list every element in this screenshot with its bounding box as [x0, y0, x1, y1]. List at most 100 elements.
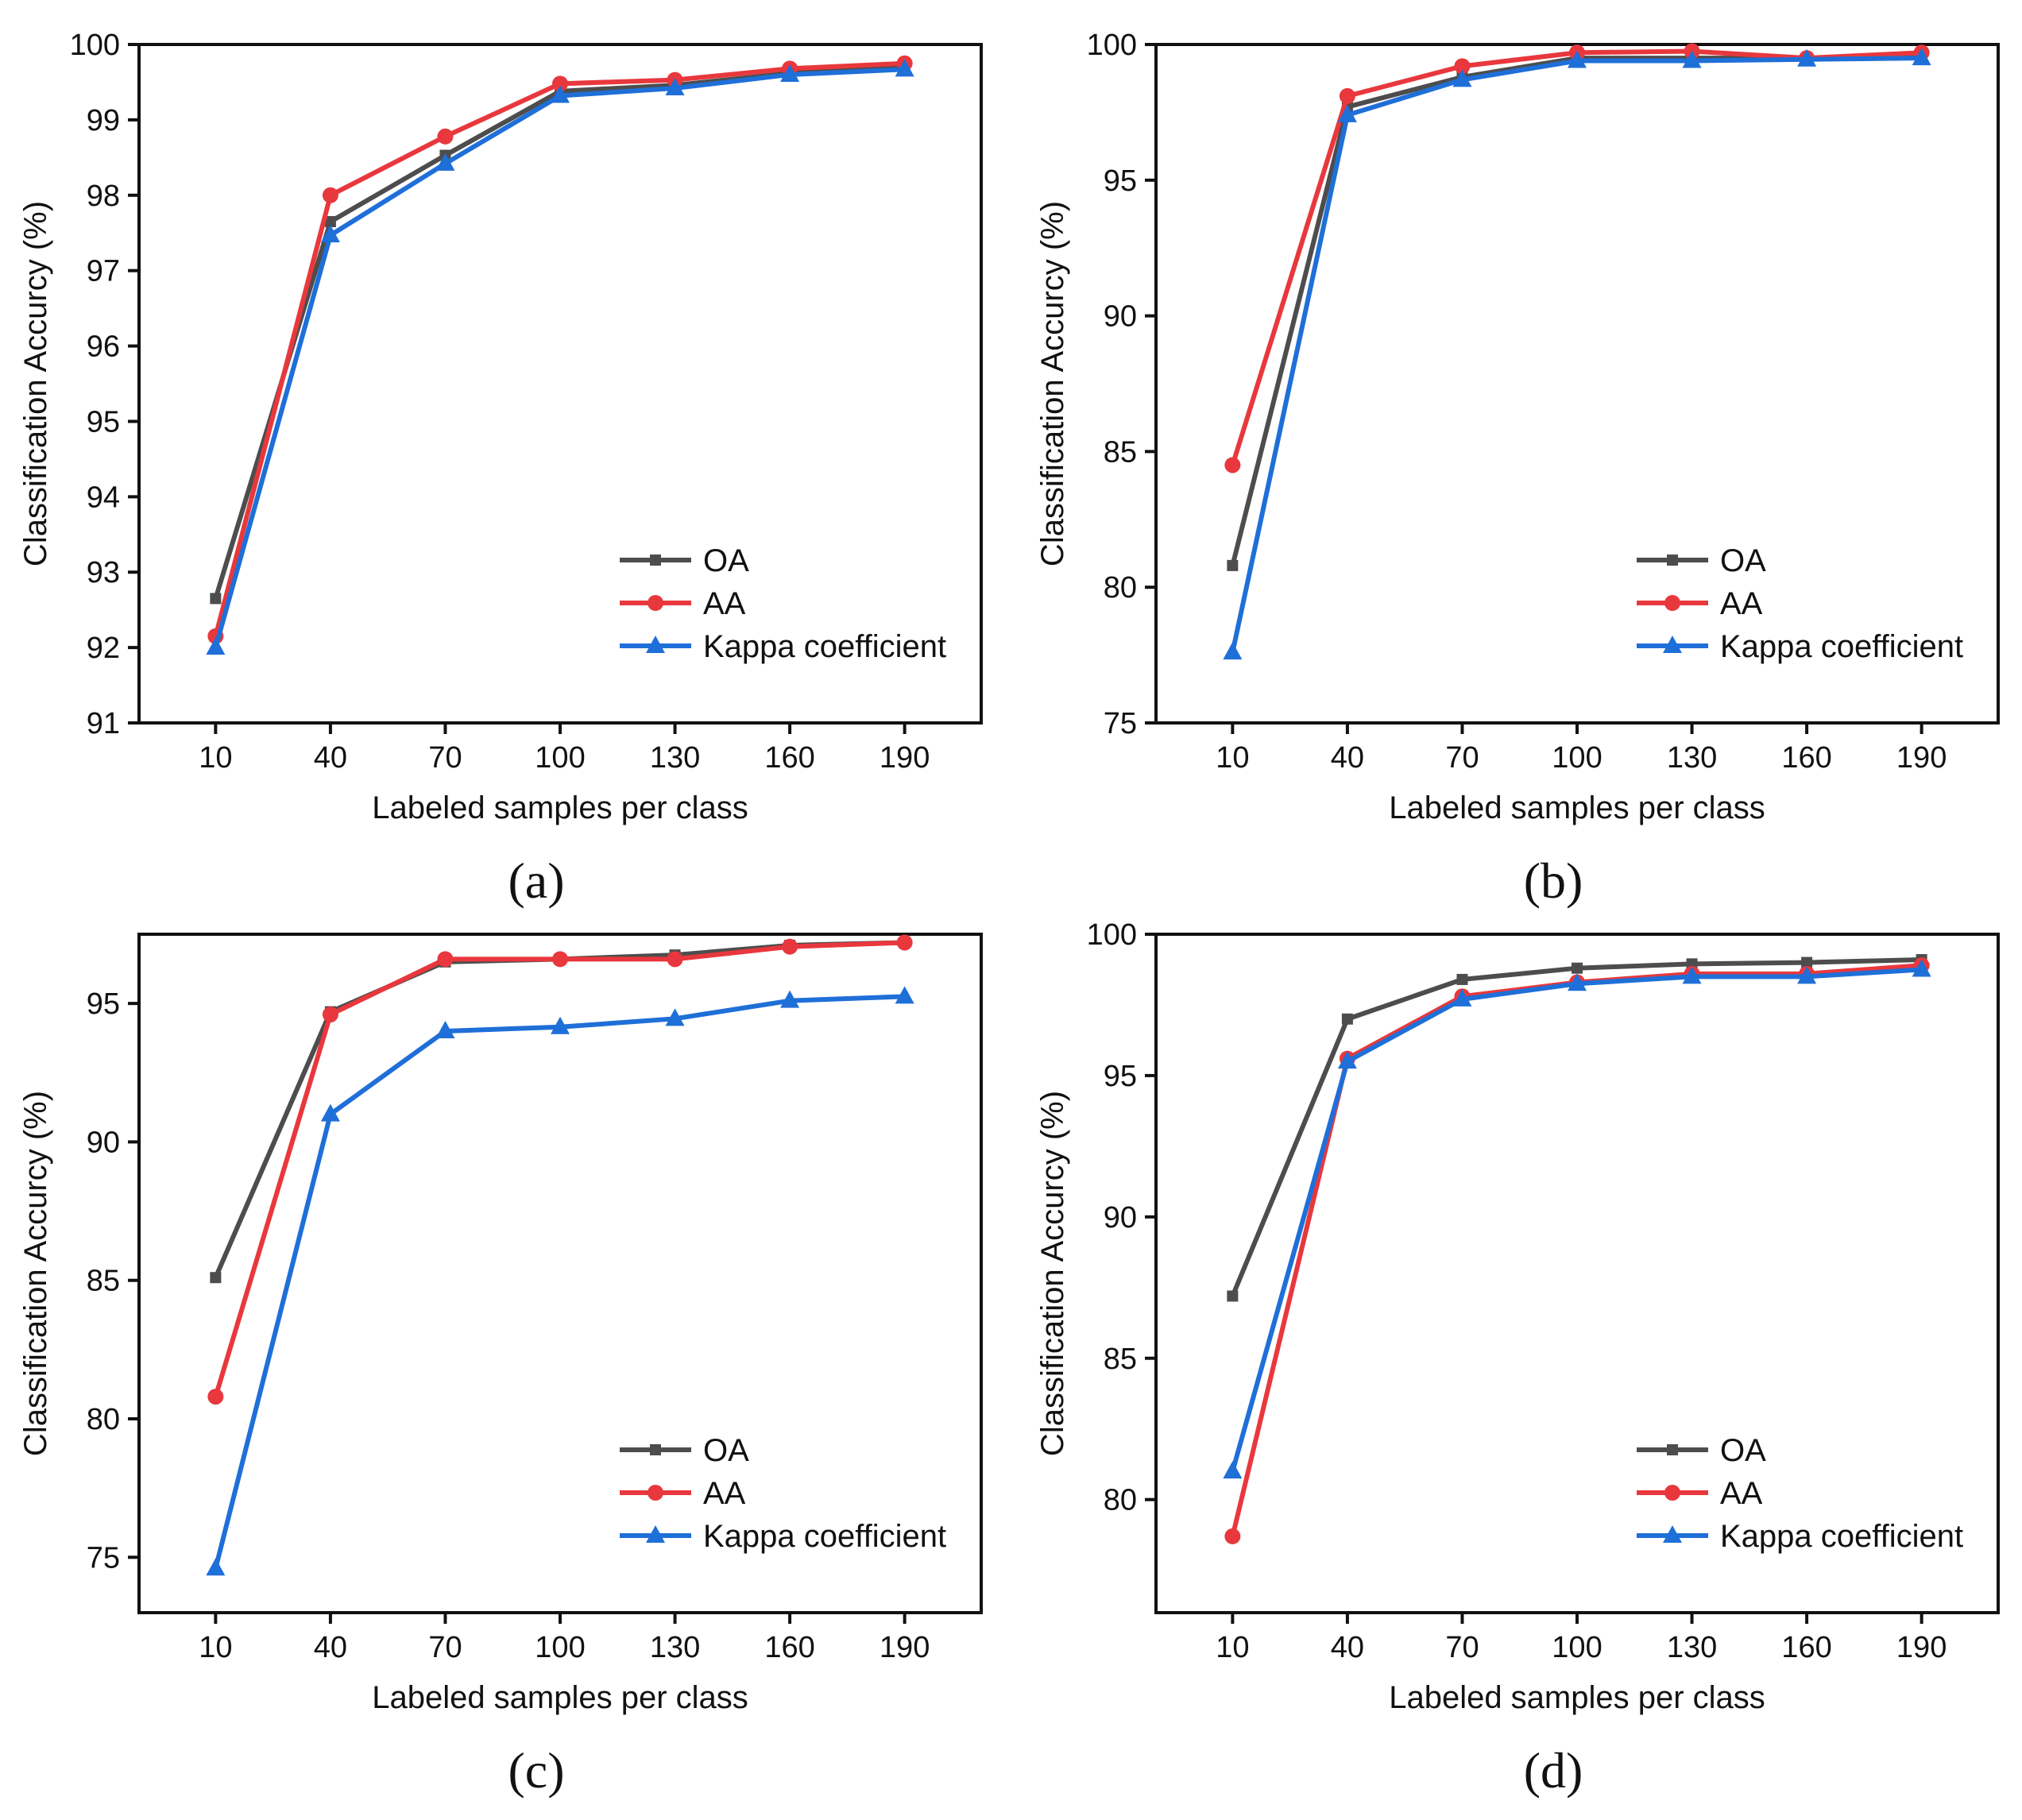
- data-point-kappa-160: [780, 64, 800, 82]
- data-point-aa-70: [437, 951, 454, 968]
- x-axis-label: Labeled samples per class: [1389, 1680, 1765, 1715]
- legend: OA AA Kappa coefficient: [1637, 1433, 1963, 1554]
- y-tick-label: 80: [87, 1403, 120, 1436]
- plot-frame: [1154, 933, 2000, 1614]
- data-point-kappa-10: [206, 637, 226, 655]
- y-tick-label: 85: [1104, 1343, 1137, 1376]
- chart-panel-a: 91 92 93 94 95 96 97 98 99 100 10 40 70 100 130 160 190 L…: [16, 16, 1017, 909]
- data-point-kappa-70: [1452, 988, 1472, 1007]
- legend-label: AA: [703, 586, 746, 621]
- x-tick-label: 70: [1445, 1631, 1479, 1664]
- data-point-aa-190: [896, 934, 913, 951]
- data-point-oa-10: [210, 1272, 222, 1284]
- series-kappa: [206, 986, 914, 1576]
- panel-label: (d): [1524, 1742, 1583, 1799]
- series-aa: [207, 934, 913, 1405]
- data-point-kappa-70: [435, 1021, 455, 1038]
- data-point-aa-100: [552, 75, 568, 92]
- panel-label: (b): [1524, 852, 1583, 909]
- series-aa: [207, 55, 913, 644]
- y-tick-label: 96: [87, 330, 120, 364]
- y-tick-label: 95: [1104, 1060, 1137, 1093]
- data-point-kappa-10: [1223, 1461, 1243, 1479]
- data-point-kappa-130: [1682, 966, 1702, 984]
- x-tick-label: 130: [1667, 1631, 1717, 1664]
- y-tick-label: 80: [1104, 571, 1137, 605]
- x-tick-label: 130: [650, 741, 700, 775]
- legend-marker: [1664, 595, 1680, 611]
- y-axis-label: Classification Accurcy (%): [18, 1091, 53, 1456]
- data-point-oa-10: [1227, 1290, 1239, 1302]
- legend-label: Kappa coefficient: [703, 1519, 946, 1554]
- legend-marker: [646, 1525, 665, 1543]
- data-point-kappa-190: [895, 986, 914, 1004]
- chart-svg: 80 85 90 95 100 10 40 70 100 130 160 190 Labeled sam…: [1035, 918, 2000, 1799]
- y-axis-label: Classification Accurcy (%): [18, 201, 53, 566]
- y-tick-label: 95: [1104, 164, 1137, 198]
- legend-label: OA: [1720, 1433, 1766, 1468]
- x-tick-label: 40: [1331, 1631, 1364, 1664]
- legend-label: AA: [1720, 586, 1763, 621]
- chart-svg: 91 92 93 94 95 96 97 98 99 100 10 40 70 100 130 160 190 L…: [18, 29, 983, 909]
- legend-marker: [1663, 1525, 1682, 1543]
- series-kappa: [1223, 48, 1931, 660]
- panel-label: (a): [508, 852, 564, 909]
- series-line: [1230, 48, 1922, 466]
- series-aa: [1224, 957, 1930, 1544]
- data-point-oa-70: [1456, 973, 1468, 985]
- y-tick-label: 80: [1104, 1484, 1137, 1517]
- x-tick-label: 40: [314, 1631, 347, 1664]
- x-tick-label: 190: [1896, 741, 1947, 775]
- y-tick-label: 100: [1087, 918, 1137, 952]
- y-tick-label: 75: [1104, 707, 1137, 740]
- series-aa: [1224, 43, 1930, 473]
- data-point-oa-100: [1572, 962, 1583, 974]
- x-tick-label: 70: [1445, 741, 1479, 775]
- data-point-kappa-100: [1568, 973, 1587, 991]
- data-point-kappa-100: [551, 1016, 570, 1034]
- y-axis-label: Classification Accurcy (%): [1035, 201, 1070, 566]
- panel-label: (c): [508, 1742, 564, 1799]
- legend: OA AA Kappa coefficient: [620, 1433, 946, 1554]
- series-line: [213, 940, 905, 1397]
- legend-marker: [1663, 636, 1682, 653]
- data-point-kappa-160: [1797, 966, 1817, 984]
- data-point-kappa-190: [1912, 959, 1931, 977]
- data-point-aa-70: [1454, 58, 1471, 75]
- series-line: [1230, 957, 1922, 1297]
- x-tick-label: 40: [314, 741, 347, 775]
- y-tick-label: 94: [87, 481, 120, 514]
- legend-marker: [648, 1485, 663, 1501]
- data-point-kappa-190: [1912, 48, 1931, 66]
- y-tick-label: 91: [87, 707, 120, 740]
- data-point-kappa-130: [1682, 50, 1702, 68]
- y-tick-label: 99: [87, 104, 120, 137]
- data-point-oa-40: [324, 215, 336, 227]
- legend-label: Kappa coefficient: [1720, 629, 1963, 664]
- plot-frame: [1154, 43, 2000, 725]
- series-line: [213, 64, 905, 600]
- legend-label: OA: [703, 543, 749, 578]
- y-tick-label: 90: [87, 1126, 120, 1159]
- legend: OA AA Kappa coefficient: [1637, 543, 1963, 664]
- series-line: [213, 60, 905, 637]
- y-axis-label: Classification Accurcy (%): [1035, 1091, 1070, 1456]
- x-tick-label: 130: [650, 1631, 700, 1664]
- legend-marker: [650, 555, 661, 566]
- y-tick-label: 75: [87, 1541, 120, 1575]
- x-tick-label: 100: [535, 1631, 585, 1664]
- data-point-kappa-100: [1568, 50, 1587, 68]
- data-point-oa-160: [1801, 956, 1813, 968]
- chart-svg: 75 80 85 90 95 100 10 40 70 100 130 160 190 Labeled s…: [1035, 29, 2000, 909]
- y-tick-label: 92: [87, 632, 120, 665]
- x-tick-label: 130: [1667, 741, 1717, 775]
- legend-label: OA: [1720, 543, 1766, 578]
- x-tick-label: 190: [880, 1631, 930, 1664]
- x-tick-label: 40: [1331, 741, 1364, 775]
- data-point-kappa-40: [1337, 1051, 1357, 1069]
- data-point-aa-40: [322, 1007, 338, 1023]
- data-point-aa-160: [782, 938, 798, 955]
- data-point-kappa-10: [206, 1558, 226, 1576]
- x-tick-label: 190: [880, 741, 930, 775]
